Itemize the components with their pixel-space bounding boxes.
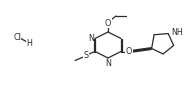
Text: Cl: Cl bbox=[13, 32, 21, 42]
Text: N: N bbox=[105, 59, 111, 68]
Text: NH: NH bbox=[171, 28, 183, 37]
Text: H: H bbox=[26, 39, 32, 48]
Text: O: O bbox=[126, 47, 132, 56]
Text: O: O bbox=[105, 19, 111, 28]
Text: N: N bbox=[88, 34, 94, 43]
Text: S: S bbox=[83, 51, 89, 60]
